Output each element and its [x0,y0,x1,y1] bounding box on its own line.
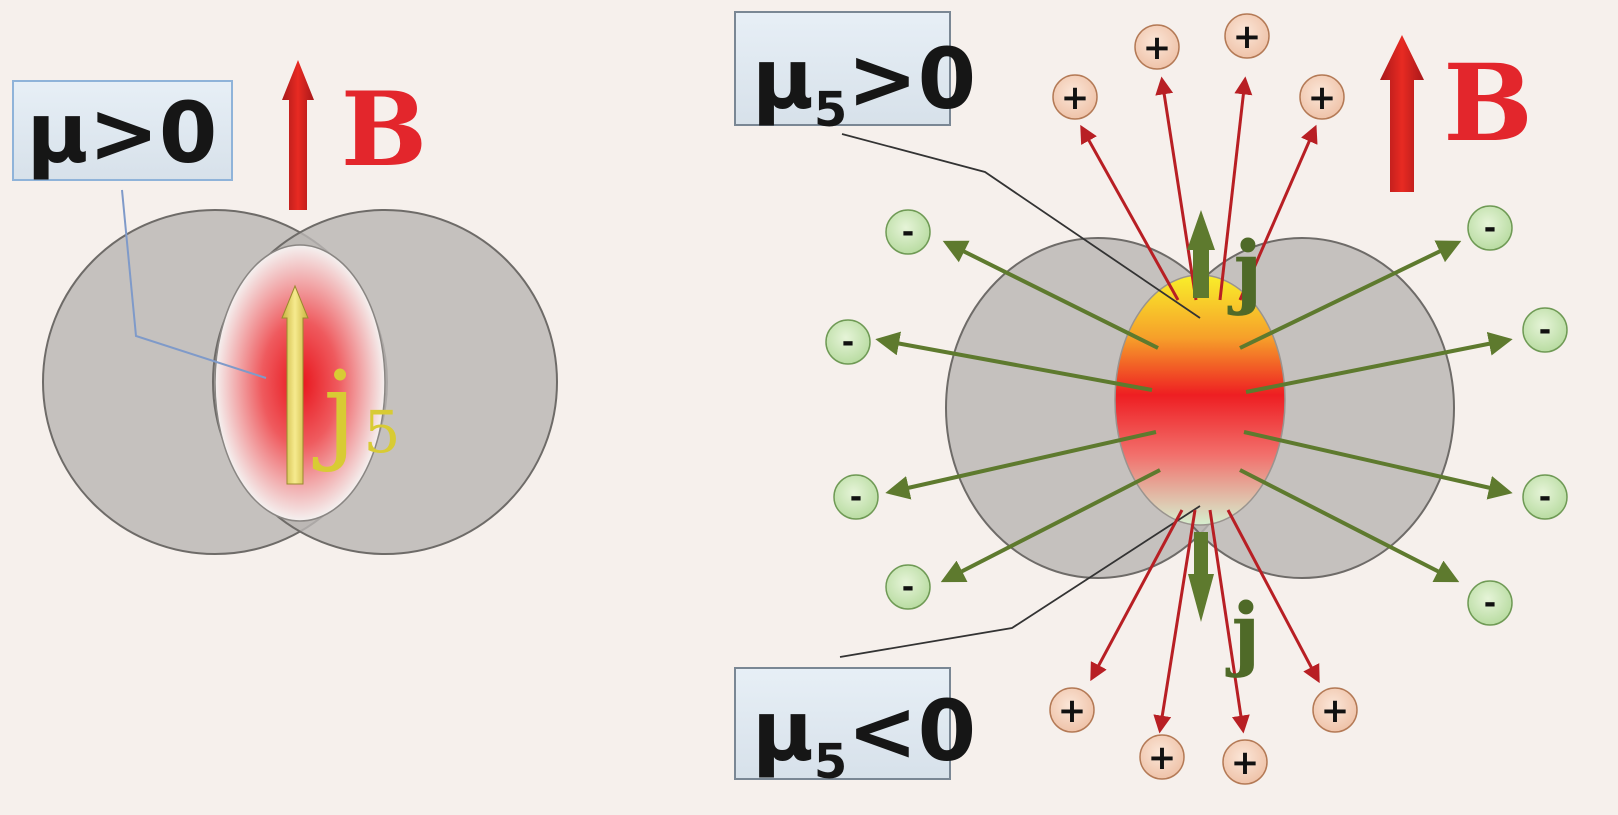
right-panel: j j B + + + + + + + + - - - - - - - - μ5… [734,11,1568,790]
chiral-current-arrow [281,284,309,485]
negative-arrow [940,468,1161,583]
left-panel: μ>0 B j 5 [12,60,558,555]
svg-text:-: - [1539,313,1551,348]
positive-emission-arrows [1080,76,1320,734]
current-down-label: j [1226,585,1261,679]
bottom-mu5-label: μ5<0 [752,682,976,790]
magnetic-field-arrow [1380,35,1424,192]
top-mu5-symbol: μ [752,30,814,128]
negative-charge: - [1522,474,1568,520]
svg-text:+: + [1148,738,1177,778]
magnetic-field-arrow [282,60,314,210]
top-mu5-label: μ5>0 [752,30,976,138]
bottom-mu5-symbol: μ [752,682,814,780]
top-mu5-relation: >0 [847,30,976,128]
svg-text:+: + [1308,78,1337,118]
negative-charge: - [885,209,931,255]
top-mu5-label-box [734,11,951,126]
negative-charge: - [885,564,931,610]
negative-arrow [1239,468,1460,583]
negative-charge: - [833,474,879,520]
negative-arrow [1239,240,1462,350]
svg-text:-: - [850,480,862,515]
positive-arrow [1218,76,1253,301]
positive-charge: + [1049,687,1095,733]
negative-emission-arrows [875,240,1513,583]
svg-text:+: + [1061,78,1090,118]
negative-charges: - - - - - - - - [825,205,1568,626]
negative-arrow [885,430,1157,500]
positive-arrow [1153,509,1197,734]
magnetic-field-label: B [341,70,427,190]
current-up-label: j [1228,223,1263,317]
svg-text:+: + [1233,17,1262,57]
bottom-mu5-relation: <0 [847,682,976,780]
negative-arrow [1243,430,1513,500]
mu-label: μ>0 [27,84,218,182]
svg-text:-: - [1539,480,1551,515]
svg-text:-: - [902,215,914,250]
current-down-arrow [1188,532,1214,622]
positive-charge: + [1224,13,1270,59]
positive-charge: + [1222,739,1268,785]
positive-arrow [1226,509,1320,684]
bottom-mu5-subscript: 5 [814,734,847,790]
left-label-leader-line [121,189,267,379]
negative-charge: - [825,319,871,365]
negative-arrow [942,240,1159,350]
positive-charge: + [1052,74,1098,120]
positive-arrow [1090,509,1184,682]
positive-charge: + [1299,74,1345,120]
bottom-label-leader-line [839,505,1201,658]
negative-charge: - [1467,205,1513,251]
svg-text:-: - [1484,586,1496,621]
positive-arrow [1238,124,1318,301]
chiral-current-subscript: 5 [364,398,401,466]
svg-text:-: - [842,325,854,360]
negative-charge: - [1467,580,1513,626]
positive-arrow [1155,76,1198,301]
svg-text:-: - [1484,211,1496,246]
positive-arrow [1080,124,1180,301]
negative-charge: - [1522,307,1568,353]
svg-text:-: - [902,570,914,605]
bottom-mu5-label-box [734,667,951,780]
negative-arrow [1245,331,1513,394]
svg-text:+: + [1231,743,1260,783]
svg-text:+: + [1143,28,1172,68]
magnetic-field-label: B [1443,40,1533,165]
current-up-arrow [1187,210,1215,298]
positive-charge: + [1139,734,1185,780]
mu-label-box [12,80,233,181]
svg-text:+: + [1058,691,1087,731]
svg-text:+: + [1321,691,1350,731]
positive-arrow [1208,509,1250,734]
positive-charge: + [1312,687,1358,733]
positive-charge: + [1134,24,1180,70]
top-label-leader-line [841,133,1201,319]
positive-charges: + + + + + + + + [1049,13,1358,785]
top-mu5-subscript: 5 [814,82,847,138]
negative-arrow [875,331,1153,392]
